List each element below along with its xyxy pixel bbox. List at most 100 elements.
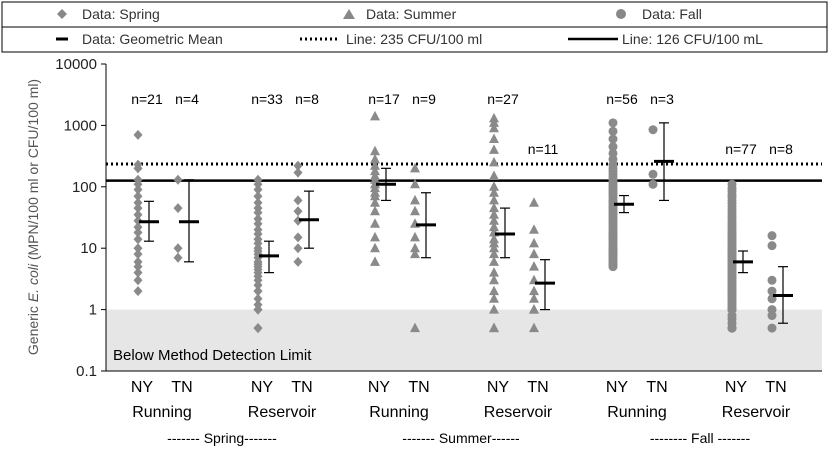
data-point-spring xyxy=(293,195,303,206)
state-label: NY xyxy=(251,379,274,396)
data-point-summer xyxy=(489,202,499,213)
state-label: NY xyxy=(131,379,154,396)
data-point-summer xyxy=(410,322,420,333)
data-point-fall xyxy=(767,311,777,321)
data-point-summer xyxy=(489,256,499,266)
legend-summer-marker xyxy=(343,9,355,19)
data-point-summer xyxy=(370,145,380,156)
data-point-summer xyxy=(529,261,539,271)
data-point-spring xyxy=(253,179,263,190)
data-point-fall xyxy=(608,134,618,144)
state-label: TN xyxy=(171,379,192,396)
below-detection-limit-region xyxy=(106,309,822,371)
legend-spring-label: Data: Spring xyxy=(82,6,160,22)
data-point-summer xyxy=(410,178,420,189)
data-point-summer xyxy=(410,231,420,242)
geometric-means xyxy=(139,122,793,324)
n-label: n=56 xyxy=(606,91,638,107)
data-point-fall xyxy=(727,323,737,333)
season-label: ------- Spring------- xyxy=(167,430,277,446)
data-point-spring xyxy=(253,207,263,218)
data-point-summer xyxy=(410,248,420,259)
data-point-fall xyxy=(648,125,658,135)
legend-spring-marker xyxy=(57,9,67,19)
n-label: n=27 xyxy=(487,91,519,107)
data-point-summer xyxy=(370,165,380,176)
n-label: n=33 xyxy=(251,91,283,107)
state-label: TN xyxy=(527,379,548,396)
data-point-summer xyxy=(529,237,539,248)
n-label: n=21 xyxy=(131,91,163,107)
below-detection-limit-label: Below Method Detection Limit xyxy=(113,347,312,364)
site-label: Running xyxy=(369,404,429,421)
data-point-spring xyxy=(173,243,183,254)
data-point-summer xyxy=(489,156,499,167)
data-point-spring xyxy=(133,261,143,272)
data-point-fall xyxy=(648,179,658,189)
y-axis-title-part1: Generic xyxy=(25,302,41,355)
data-point-summer xyxy=(529,322,539,333)
n-label: n=8 xyxy=(769,141,793,157)
legend-fall-label: Data: Fall xyxy=(642,6,702,22)
data-point-summer xyxy=(489,293,499,303)
data-point-summer xyxy=(370,110,380,121)
data-point-summer xyxy=(370,205,380,216)
data-point-summer xyxy=(529,197,539,207)
data-point-spring xyxy=(133,203,143,214)
data-point-summer xyxy=(410,162,420,173)
data-point-spring xyxy=(133,227,143,238)
data-point-summer xyxy=(489,117,499,127)
data-point-spring xyxy=(253,218,263,229)
data-point-spring xyxy=(133,222,143,233)
data-point-summer xyxy=(529,224,539,234)
site-label: Running xyxy=(607,404,667,421)
data-point-summer xyxy=(410,205,420,216)
state-label: TN xyxy=(765,379,786,396)
site-label: Reservoir xyxy=(722,404,791,421)
data-point-spring xyxy=(133,243,143,254)
data-point-fall xyxy=(608,118,618,128)
state-label: TN xyxy=(646,379,667,396)
data-point-summer xyxy=(489,274,499,285)
data-point-summer xyxy=(370,160,380,170)
data-point-summer xyxy=(489,248,499,259)
legend-126-label: Line: 126 CFU/100 mL xyxy=(622,31,763,47)
data-point-spring xyxy=(133,215,143,226)
data-point-summer xyxy=(489,194,499,205)
data-point-fall xyxy=(767,286,777,296)
data-point-summer xyxy=(529,285,539,296)
data-point-spring xyxy=(133,184,143,195)
data-point-fall xyxy=(608,262,618,272)
data-point-spring xyxy=(173,174,183,185)
data-point-fall xyxy=(767,275,777,285)
data-point-summer xyxy=(370,231,380,242)
data-point-summer xyxy=(370,153,380,164)
data-point-spring xyxy=(173,252,183,263)
y-tick-label: 10 xyxy=(80,240,97,257)
y-tick-label: 10000 xyxy=(55,56,97,73)
n-label: n=11 xyxy=(528,141,559,157)
data-point-spring xyxy=(293,243,303,254)
n-label: n=8 xyxy=(295,91,319,107)
legend-gmean-label: Data: Geometric Mean xyxy=(82,31,223,47)
data-point-spring xyxy=(253,229,263,240)
data-point-summer xyxy=(489,322,499,333)
data-point-summer xyxy=(410,242,420,253)
legend-235-label: Line: 235 CFU/100 ml xyxy=(346,31,482,47)
data-point-spring xyxy=(253,286,263,297)
legend-summer-label: Data: Summer xyxy=(366,6,457,22)
data-point-spring xyxy=(293,215,303,226)
data-point-spring xyxy=(133,191,143,202)
data-point-summer xyxy=(489,133,499,144)
data-point-summer xyxy=(489,221,499,232)
reference-lines xyxy=(106,162,822,182)
state-label: TN xyxy=(408,379,429,396)
data-point-summer xyxy=(489,242,499,253)
n-label: n=9 xyxy=(412,91,436,107)
data-point-fall xyxy=(767,231,777,241)
data-point-summer xyxy=(370,242,380,253)
data-point-summer xyxy=(489,267,499,277)
data-point-spring xyxy=(253,323,263,334)
